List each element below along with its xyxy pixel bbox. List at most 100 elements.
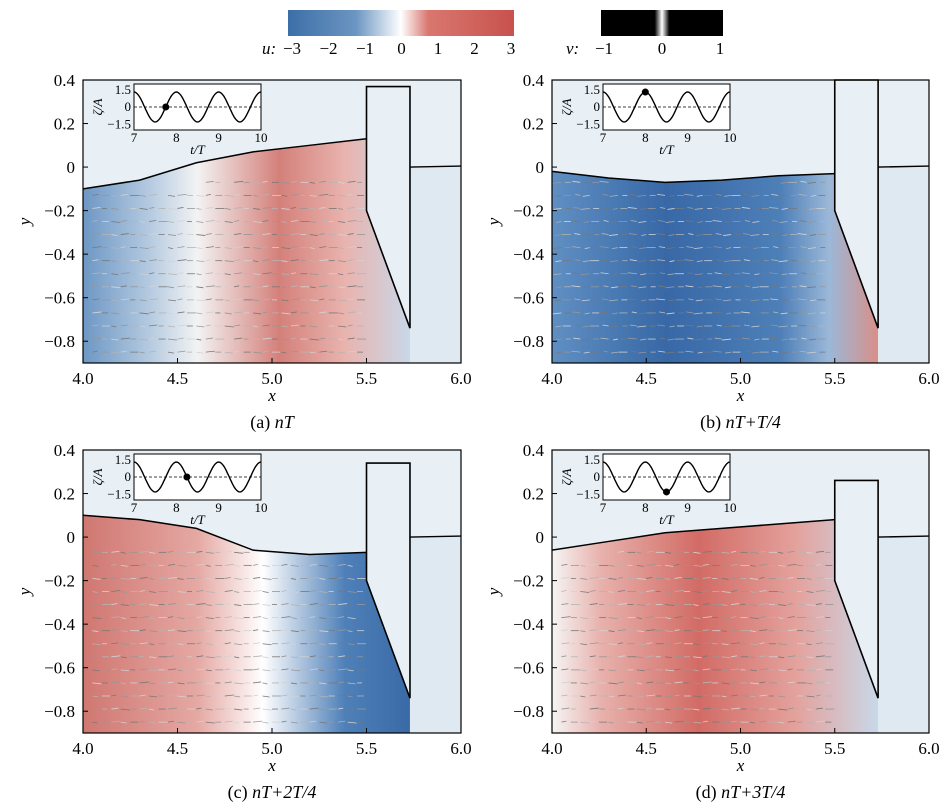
velocity-arrow: [92, 564, 99, 567]
panel-a: 4.0 4.5 5.0 5.5 6.0 0.4 0.2 0 −0.2 −0.4 −0.6 −0.8 x y…: [15, 71, 472, 433]
velocity-arrow: [609, 260, 619, 263]
velocity-arrow: [167, 720, 175, 723]
velocity-arrow: [92, 604, 100, 606]
velocity-arrow: [608, 695, 615, 698]
velocity-arrow: [338, 629, 347, 632]
inset-x-label: t/T: [190, 142, 205, 157]
velocity-arrow: [253, 720, 263, 723]
velocity-arrow: [92, 311, 102, 314]
velocity-arrow: [787, 590, 796, 592]
velocity-arrow: [580, 695, 586, 698]
velocity-arrow: [120, 695, 128, 698]
velocity-arrow: [205, 259, 211, 262]
velocity-arrow: [636, 591, 643, 593]
velocity-arrow: [636, 643, 646, 646]
velocity-arrow: [120, 350, 127, 353]
inset-y-label: ζ/A: [559, 469, 574, 486]
velocity-arrow: [637, 260, 647, 263]
velocity-arrow: [561, 668, 569, 671]
inset-time-marker: [641, 88, 649, 96]
velocity-arrow: [347, 350, 357, 353]
velocity-arrow: [617, 681, 625, 684]
velocity-arrow: [224, 590, 233, 592]
velocity-arrow: [224, 260, 234, 263]
velocity-arrow: [599, 311, 609, 314]
velocity-arrow: [611, 312, 619, 315]
velocity-arrow: [674, 550, 683, 553]
velocity-arrow: [636, 604, 645, 606]
velocity-arrow: [196, 338, 202, 341]
velocity-arrow: [253, 208, 261, 210]
velocity-arrow: [309, 681, 315, 684]
velocity-arrow: [120, 233, 129, 235]
velocity-arrow: [787, 642, 794, 645]
velocity-arrow: [92, 298, 100, 301]
velocity-vectors: [561, 550, 835, 724]
velocity-arrow: [234, 669, 242, 672]
velocity-arrow: [253, 181, 262, 184]
velocity-arrow: [608, 708, 617, 711]
velocity-arrow: [290, 193, 299, 196]
velocity-arrow: [167, 221, 175, 223]
inset-x-label: t/T: [659, 142, 674, 157]
velocity-arrow: [759, 563, 768, 566]
velocity-arrow: [603, 350, 609, 353]
inset-plot: 7 8 9 10 1.5 0 −1.5 t/T ζ/A: [90, 82, 268, 157]
velocity-arrow: [769, 337, 779, 340]
velocity-arrow: [111, 577, 119, 579]
velocity-arrow: [721, 656, 731, 659]
velocity-arrow: [641, 234, 647, 236]
velocity-arrow: [815, 681, 824, 684]
inset-x-tick: 7: [600, 130, 607, 145]
velocity-arrow: [120, 643, 130, 646]
velocity-arrow: [638, 351, 647, 354]
velocity-arrow: [772, 220, 779, 222]
velocity-arrow: [281, 563, 288, 566]
velocity-arrow: [253, 694, 259, 697]
velocity-arrow: [601, 233, 609, 235]
velocity-arrow: [628, 298, 637, 301]
velocity-arrow: [669, 260, 675, 263]
velocity-arrow: [196, 247, 203, 250]
x-tick-label: 5.5: [356, 739, 377, 758]
velocity-arrow: [177, 578, 184, 580]
fluid-region: [552, 171, 879, 363]
velocity-arrow: [787, 563, 797, 566]
velocity-arrow: [120, 311, 126, 314]
y-tick-label: 0.4: [523, 441, 545, 460]
velocity-arrow: [338, 563, 347, 566]
colorbar-u-label: u:: [262, 39, 276, 58]
velocity-arrow: [224, 338, 231, 341]
velocity-arrow: [599, 246, 609, 249]
velocity-arrow: [555, 325, 562, 328]
velocity-arrow: [281, 655, 287, 658]
velocity-arrow: [234, 285, 240, 288]
velocity-arrow: [290, 669, 300, 672]
velocity-arrow: [338, 221, 346, 223]
velocity-arrow: [771, 193, 779, 196]
velocity-arrow: [636, 669, 645, 672]
velocity-arrow: [224, 642, 231, 645]
velocity-arrow: [636, 682, 642, 685]
velocity-arrow: [658, 350, 666, 353]
velocity-arrow: [111, 720, 121, 723]
velocity-arrow: [205, 617, 214, 620]
velocity-arrow: [92, 272, 101, 275]
velocity-arrow: [253, 273, 261, 276]
velocity-arrow: [234, 180, 244, 183]
velocity-arrow: [721, 630, 727, 633]
velocity-arrow: [338, 668, 348, 671]
velocity-arrow: [347, 630, 353, 633]
velocity-arrow: [589, 603, 598, 605]
fluid-region: [83, 138, 410, 363]
velocity-arrow: [702, 668, 710, 671]
velocity-arrow: [722, 338, 732, 341]
velocity-arrow: [149, 233, 159, 235]
velocity-arrow: [253, 221, 263, 223]
y-tick-label: 0.2: [523, 115, 544, 134]
velocity-arrow: [771, 324, 779, 327]
outer-free-surface: [878, 535, 930, 538]
velocity-arrow: [617, 590, 626, 592]
velocity-arrow: [694, 273, 703, 276]
velocity-arrow: [319, 721, 328, 724]
